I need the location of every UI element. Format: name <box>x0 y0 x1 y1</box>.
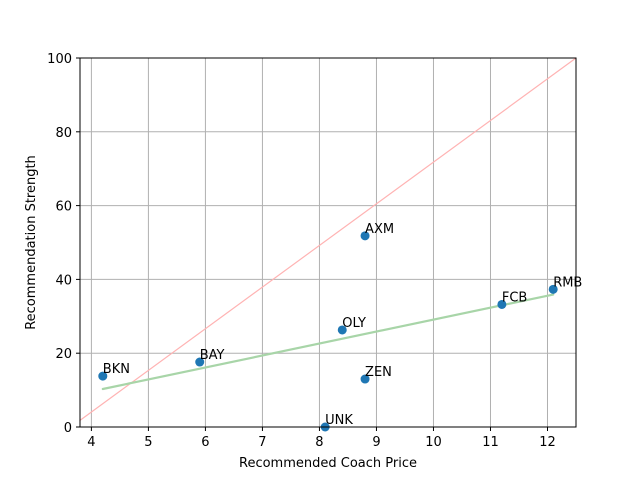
data-point <box>548 284 558 294</box>
point-label: OLY <box>342 316 366 331</box>
y-tick-label: 80 <box>55 126 72 141</box>
point-label: BAY <box>200 348 225 363</box>
x-axis-label: Recommended Coach Price <box>239 456 417 471</box>
grid <box>80 57 576 428</box>
data-points <box>98 231 558 432</box>
point-label: RMB <box>553 275 582 290</box>
x-tick-label: 6 <box>201 435 209 450</box>
x-tick-label: 5 <box>144 435 152 450</box>
data-point <box>195 357 205 367</box>
x-tick-label: 10 <box>425 435 442 450</box>
x-tick-label: 4 <box>87 435 95 450</box>
reference-line <box>79 57 577 421</box>
y-tick-label: 60 <box>55 200 72 215</box>
point-label: UNK <box>325 413 353 428</box>
x-tick-label: 12 <box>539 435 556 450</box>
y-tick-label: 20 <box>55 347 72 362</box>
data-point <box>98 371 108 381</box>
point-label: AXM <box>365 222 394 237</box>
x-tick-label: 8 <box>315 435 323 450</box>
plot-frame <box>79 57 577 428</box>
point-label: ZEN <box>365 365 392 380</box>
y-tick-label: 40 <box>55 273 72 288</box>
y-axis-label: Recommendation Strength <box>24 155 39 330</box>
x-tick-label: 7 <box>258 435 266 450</box>
x-tick-label: 11 <box>482 435 499 450</box>
reference-line <box>101 293 555 391</box>
data-point <box>497 299 507 309</box>
reference-lines <box>79 57 577 421</box>
data-point <box>360 374 370 384</box>
x-axis-ticks: 4 5 6 7 8 9 10 11 12 <box>87 427 556 450</box>
data-point <box>360 231 370 241</box>
y-tick-label: 0 <box>64 421 72 436</box>
point-label: BKN <box>103 362 130 377</box>
data-point <box>337 325 347 335</box>
x-tick-label: 9 <box>372 435 380 450</box>
point-label: FCB <box>502 290 527 305</box>
y-axis-ticks: 0 20 40 60 80 100 <box>47 52 80 436</box>
y-tick-label: 100 <box>47 52 72 67</box>
point-labels: AXM RMB FCB OLY BAY BKN ZEN UNK <box>103 222 583 428</box>
